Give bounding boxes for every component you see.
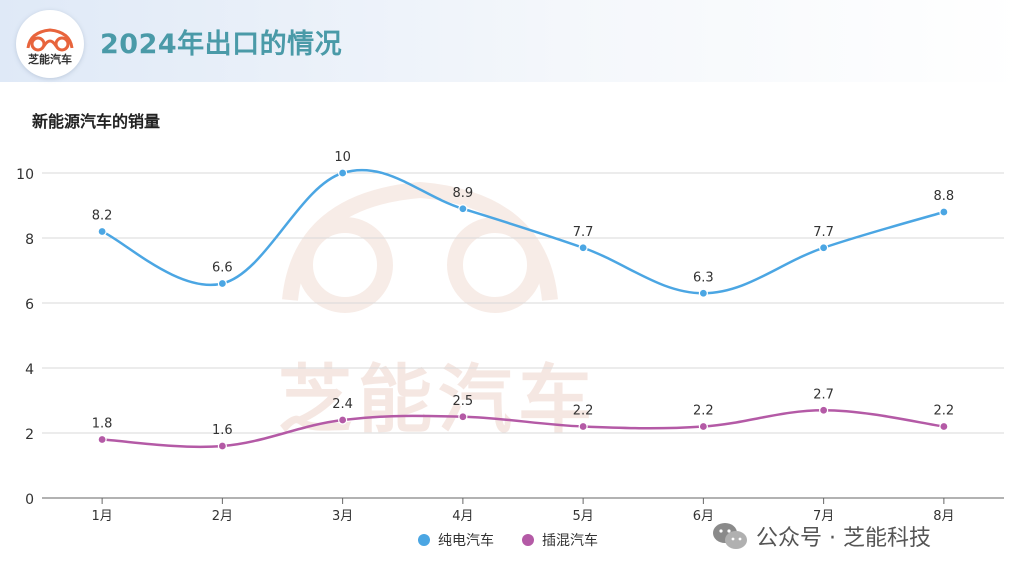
data-label: 2.4 (332, 397, 353, 412)
data-point (578, 243, 588, 253)
legend-marker (418, 534, 430, 546)
x-tick-label: 8月 (933, 509, 954, 524)
data-label: 2.2 (573, 404, 594, 419)
data-point (458, 412, 468, 422)
data-point (819, 243, 829, 253)
data-label: 8.2 (92, 209, 113, 224)
data-label: 8.8 (934, 189, 955, 204)
data-point (97, 226, 107, 237)
data-label: 2.5 (453, 394, 474, 409)
footer-watermark: 公众号 · 芝能科技 (712, 520, 931, 552)
logo-text: 芝能汽车 (28, 53, 72, 66)
series-line (101, 168, 945, 295)
brand-logo: 芝能汽车 (16, 10, 84, 78)
header-band (0, 0, 1024, 82)
data-point (217, 278, 227, 289)
y-tick-label: 2 (25, 427, 34, 443)
data-label: 2.7 (813, 387, 834, 402)
x-tick-label: 2月 (212, 509, 233, 524)
x-tick-label: 1月 (91, 509, 112, 524)
legend-label: 插混汽车 (542, 532, 598, 549)
data-label: 7.7 (573, 225, 594, 240)
data-label: 2.2 (693, 404, 714, 419)
page-title: 2024年出口的情况 (100, 29, 343, 60)
x-tick-label: 7月 (813, 509, 834, 524)
series-line (102, 408, 945, 449)
data-label: 1.8 (92, 417, 113, 432)
data-point (338, 415, 348, 425)
data-label: 1.6 (212, 423, 233, 438)
data-point (819, 405, 829, 415)
data-point (458, 204, 468, 214)
y-tick-label: 4 (25, 362, 34, 378)
data-label: 6.6 (212, 261, 233, 276)
x-tick-label: 4月 (452, 509, 473, 524)
data-point (698, 421, 708, 432)
data-label: 6.3 (693, 270, 714, 285)
data-point (217, 441, 227, 451)
legend-label: 纯电汽车 (438, 532, 494, 549)
chart-title: 新能源汽车的销量 (32, 112, 161, 131)
data-point (939, 421, 949, 432)
data-label: 2.2 (934, 404, 955, 419)
data-point (939, 207, 949, 217)
x-tick-label: 6月 (693, 509, 714, 524)
legend-marker (522, 534, 534, 546)
x-tick-label: 5月 (572, 509, 593, 524)
data-point (338, 168, 348, 178)
x-tick-label: 3月 (332, 509, 353, 524)
data-point (698, 288, 708, 298)
car-logo-icon (26, 28, 74, 52)
data-label: 10 (334, 150, 351, 165)
y-tick-label: 8 (25, 232, 34, 248)
data-point (578, 421, 588, 432)
wechat-icon (713, 523, 747, 549)
data-point (97, 434, 107, 445)
watermark-text: 芝能汽车 (278, 357, 598, 443)
footer-watermark-text: 公众号 · 芝能科技 (756, 526, 931, 551)
y-tick-label: 10 (16, 167, 34, 183)
data-label: 7.7 (813, 225, 834, 240)
data-label: 8.9 (453, 186, 474, 201)
y-tick-label: 0 (25, 492, 34, 508)
y-tick-label: 6 (25, 297, 34, 313)
